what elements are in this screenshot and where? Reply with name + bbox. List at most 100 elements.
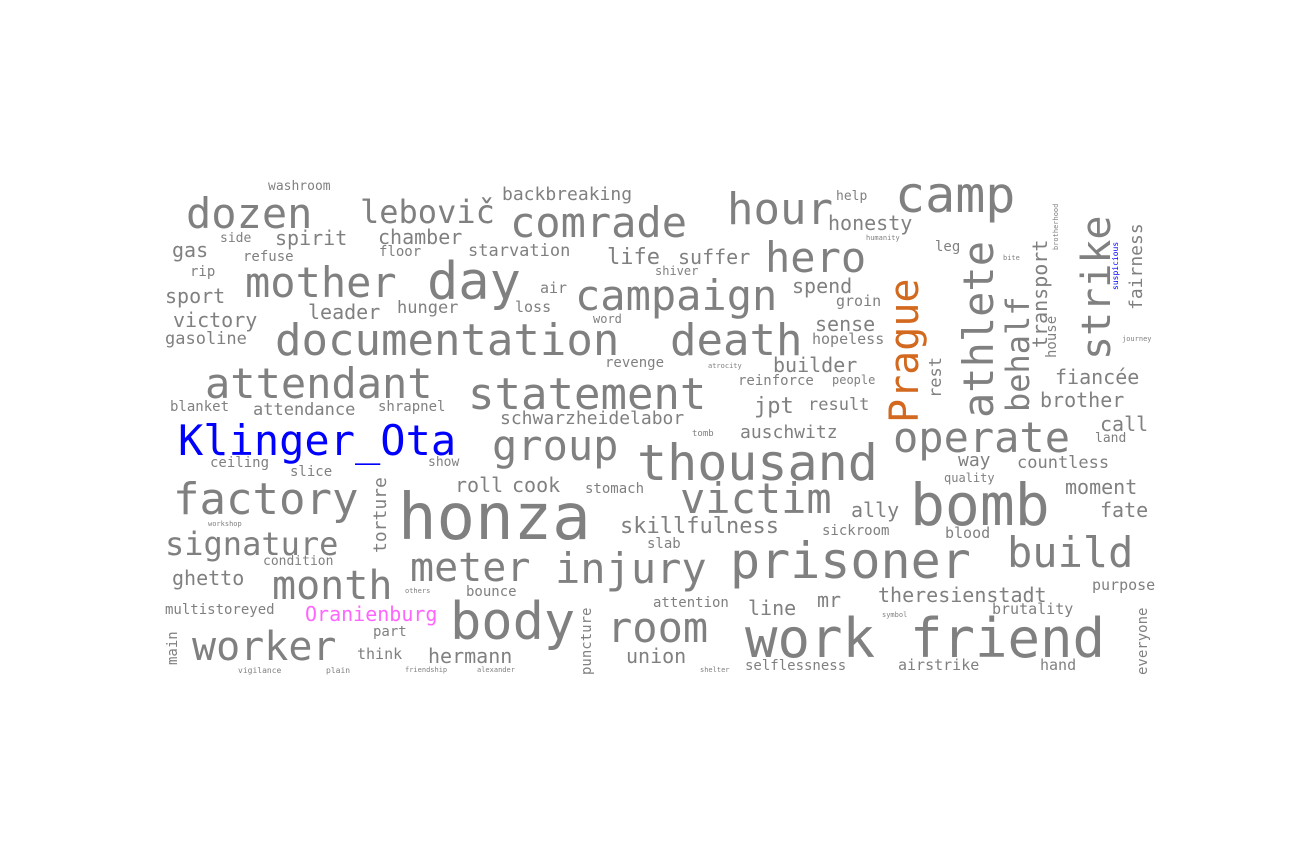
word-room: room: [607, 603, 709, 652]
word-factory: factory: [173, 474, 359, 525]
word-others: others: [405, 587, 431, 595]
word-land: land: [1095, 431, 1127, 446]
word-puncture: puncture: [579, 607, 595, 675]
word-friendship: friendship: [405, 666, 448, 674]
word-line: line: [748, 596, 797, 620]
word-quality: quality: [944, 471, 995, 485]
word-air: air: [540, 279, 568, 297]
word-gasoline: gasoline: [165, 329, 247, 349]
word-result: result: [808, 395, 870, 415]
word-prisoner: prisoner: [730, 532, 971, 590]
word-symbol: symbol: [882, 611, 908, 619]
word-attendant: attendant: [205, 359, 433, 408]
word-condition: condition: [263, 554, 334, 569]
word-workshop: workshop: [208, 520, 242, 528]
word-bite: bite: [1003, 254, 1020, 262]
word-word: word: [593, 312, 622, 326]
word-leg: leg: [935, 239, 961, 255]
word-mr: mr: [817, 588, 842, 612]
word-athlete: athlete: [954, 240, 1003, 418]
word-shrapnel: shrapnel: [378, 399, 446, 415]
word-plain: plain: [326, 666, 351, 675]
word-dozen: dozen: [186, 189, 313, 238]
word-humanity: humanity: [866, 234, 900, 242]
word-people: people: [832, 373, 876, 387]
word-prague: Prague: [882, 278, 928, 424]
word-show: show: [428, 455, 460, 470]
word-honza: honza: [398, 481, 591, 555]
word-victory: victory: [173, 308, 258, 332]
word-statement: statement: [468, 369, 707, 420]
word-bounce: bounce: [466, 584, 517, 600]
word-death: death: [670, 315, 803, 366]
word-rest: rest: [926, 357, 946, 398]
word-selflessness: selflessness: [745, 658, 847, 674]
word-airstrike: airstrike: [898, 656, 980, 674]
word-washroom: washroom: [268, 179, 331, 194]
word-sickroom: sickroom: [822, 523, 890, 539]
word-victim: victim: [680, 474, 832, 523]
word-suffer: suffer: [678, 245, 751, 269]
word-thousand: thousand: [637, 434, 878, 492]
word-help: help: [836, 189, 868, 204]
word-everyone: everyone: [1135, 607, 1151, 675]
word-spirit: spirit: [275, 226, 348, 250]
word-comrade: comrade: [510, 198, 688, 247]
word-hand: hand: [1040, 656, 1077, 674]
word-honesty: honesty: [828, 211, 913, 235]
word-chamber: chamber: [378, 225, 463, 249]
word-loss: loss: [515, 298, 552, 316]
word-hermann: hermann: [428, 644, 513, 668]
word-work: work: [745, 607, 876, 670]
word-life: life: [607, 245, 660, 270]
word-multistoreyed: multistoreyed: [165, 602, 275, 618]
word-oranienburg: Oranienburg: [305, 602, 438, 626]
word-mother: mother: [245, 258, 397, 307]
word-part: part: [373, 624, 407, 640]
word-moment: moment: [1065, 475, 1138, 499]
word-stomach: stomach: [585, 481, 645, 497]
word-documentation: documentation: [275, 315, 620, 366]
word-group: group: [492, 421, 619, 470]
word-cook: cook: [512, 473, 561, 497]
word-injury: injury: [555, 544, 707, 593]
word-shiver: shiver: [655, 264, 699, 278]
word-main: main: [165, 631, 181, 665]
word-vigilance: vigilance: [238, 666, 282, 675]
word-skillfulness: skillfulness: [620, 514, 779, 539]
word-roll: roll: [455, 473, 504, 497]
word-meter: meter: [410, 545, 531, 591]
word-groin: groin: [836, 292, 882, 310]
word-jpt: jpt: [754, 394, 794, 419]
word-spend: spend: [792, 274, 853, 298]
word-operate: operate: [893, 413, 1071, 462]
word-hopeless: hopeless: [812, 330, 885, 348]
word-ally: ally: [851, 498, 900, 522]
word-day: day: [427, 252, 521, 312]
word-klinger-ota: Klinger_Ota: [178, 416, 457, 465]
word-leader: leader: [308, 300, 381, 324]
word-ghetto: ghetto: [172, 566, 245, 590]
word-way: way: [958, 450, 991, 471]
word-refuse: refuse: [243, 249, 294, 265]
word-rip: rip: [190, 264, 216, 280]
word-fiancee: fiancée: [1055, 365, 1140, 389]
word-schwarzheidelabor: schwarzheidelabor: [500, 408, 685, 429]
word-month: month: [272, 563, 393, 609]
word-fate: fate: [1100, 498, 1149, 522]
word-build: build: [1007, 528, 1134, 577]
word-reinforce: reinforce: [738, 373, 814, 389]
word-lebovic: lebovič: [360, 193, 495, 231]
word-starvation: starvation: [468, 241, 571, 261]
word-union: union: [626, 644, 687, 668]
word-gas: gas: [172, 238, 209, 262]
word-shelter: shelter: [700, 666, 730, 674]
word-auschwitz: auschwitz: [740, 422, 838, 443]
word-friend: friend: [910, 607, 1106, 670]
word-attention: attention: [653, 595, 729, 611]
word-brotherhood: brotherhood: [1052, 203, 1060, 250]
word-attendance: attendance: [253, 400, 356, 420]
word-torture: torture: [370, 477, 391, 553]
word-sport: sport: [165, 284, 226, 308]
